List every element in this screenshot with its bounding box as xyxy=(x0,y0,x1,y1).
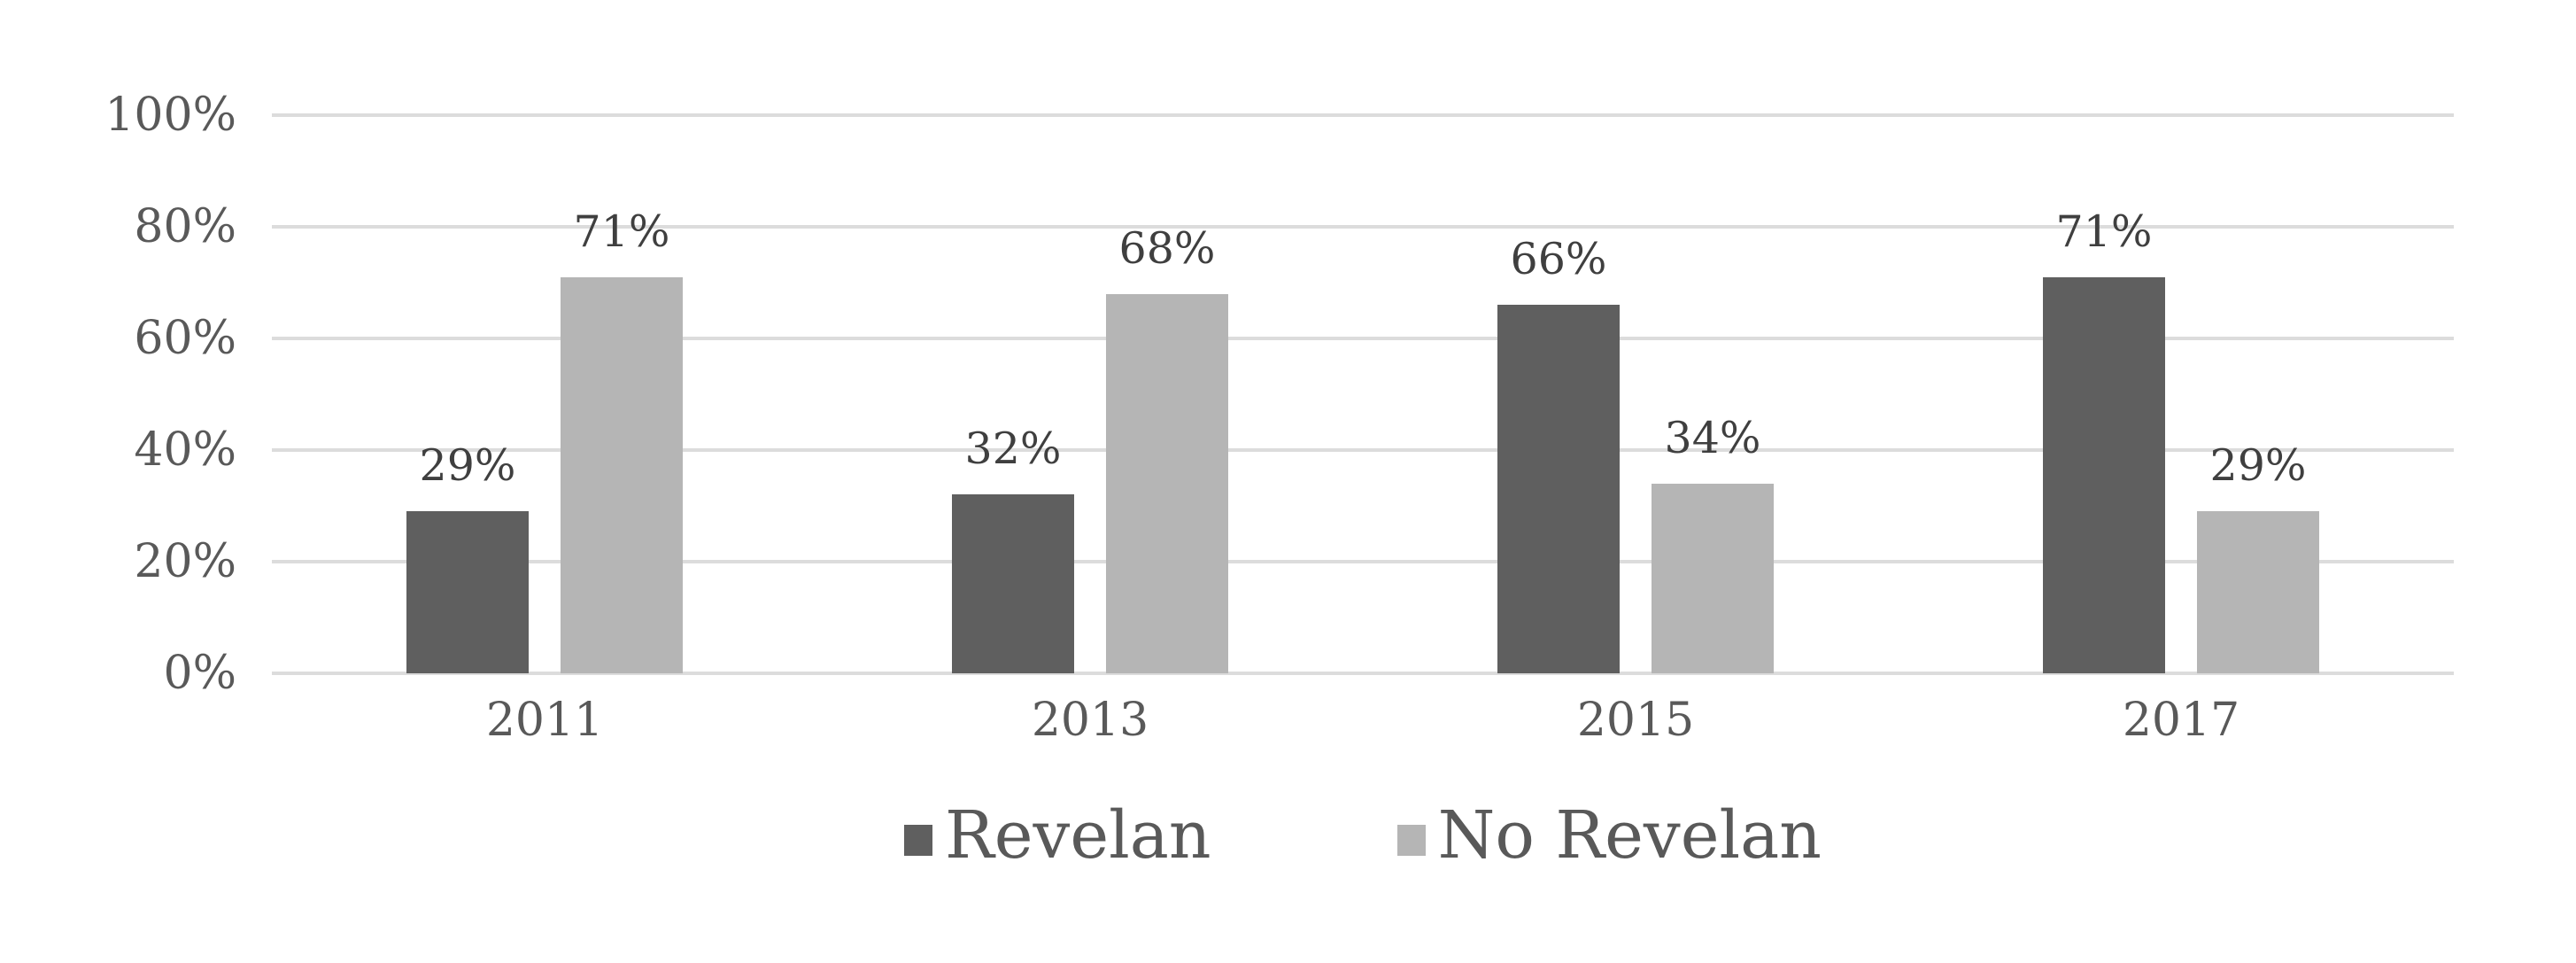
plot-area: 29% 71% 32% 68% 66% 34% 71% 29% xyxy=(272,113,2454,675)
bar-value-label: 71% xyxy=(2055,206,2153,257)
bar-group: 71% 29% xyxy=(1908,115,2454,673)
x-axis-label: 2015 xyxy=(1576,694,1695,747)
bar-revelan: 71% xyxy=(2043,210,2165,673)
y-axis: 0% 20% 40% 60% 80% 100% xyxy=(0,90,236,698)
bar-value-label: 34% xyxy=(1664,412,1761,463)
x-axis-label: 2011 xyxy=(485,694,604,747)
bar-value-label: 68% xyxy=(1118,222,1216,274)
bar-no-revelan: 68% xyxy=(1106,227,1228,673)
bar-value-label: 32% xyxy=(964,423,1062,475)
bar-revelan: 66% xyxy=(1497,237,1620,673)
bar-value-label: 66% xyxy=(1510,234,1607,285)
x-axis: 2011 2013 2015 2017 xyxy=(272,693,2454,748)
y-tick-label: 40% xyxy=(134,423,236,477)
gridline xyxy=(272,448,2454,452)
legend: Revelan No Revelan xyxy=(272,796,2454,875)
gridline xyxy=(272,560,2454,563)
x-axis-label: 2017 xyxy=(2122,694,2240,747)
legend-item-no-revelan: No Revelan xyxy=(1396,797,1822,874)
bar-groups: 29% 71% 32% 68% 66% 34% 71% 29% xyxy=(272,115,2454,673)
bar-value-label: 29% xyxy=(419,440,516,492)
bar-value-label: 29% xyxy=(2209,440,2307,492)
bar-no-revelan: 34% xyxy=(1652,416,1774,673)
bar-revelan: 29% xyxy=(406,444,529,673)
legend-label: Revelan xyxy=(945,797,1211,874)
gridline xyxy=(272,225,2454,229)
y-tick-label: 100% xyxy=(104,89,236,142)
bar-no-revelan: 71% xyxy=(561,210,683,673)
y-tick-label: 60% xyxy=(134,312,236,365)
legend-marker-icon xyxy=(904,824,933,856)
bar-group: 29% 71% xyxy=(272,115,817,673)
y-tick-label: 20% xyxy=(134,535,236,588)
gridline xyxy=(272,113,2454,117)
gridline xyxy=(272,337,2454,340)
legend-item-revelan: Revelan xyxy=(904,803,1211,868)
bar-no-revelan: 29% xyxy=(2197,444,2319,673)
y-tick-label: 80% xyxy=(134,200,236,253)
bar-group: 32% 68% xyxy=(817,115,1363,673)
legend-label: No Revelan xyxy=(1437,797,1822,874)
bar-value-label: 71% xyxy=(573,206,670,257)
bar-group: 66% 34% xyxy=(1363,115,1908,673)
x-axis-label: 2013 xyxy=(1031,694,1149,747)
gridline xyxy=(272,672,2454,675)
y-tick-label: 0% xyxy=(163,647,237,700)
bar-revelan: 32% xyxy=(952,427,1074,673)
legend-marker-icon xyxy=(1396,824,1426,856)
